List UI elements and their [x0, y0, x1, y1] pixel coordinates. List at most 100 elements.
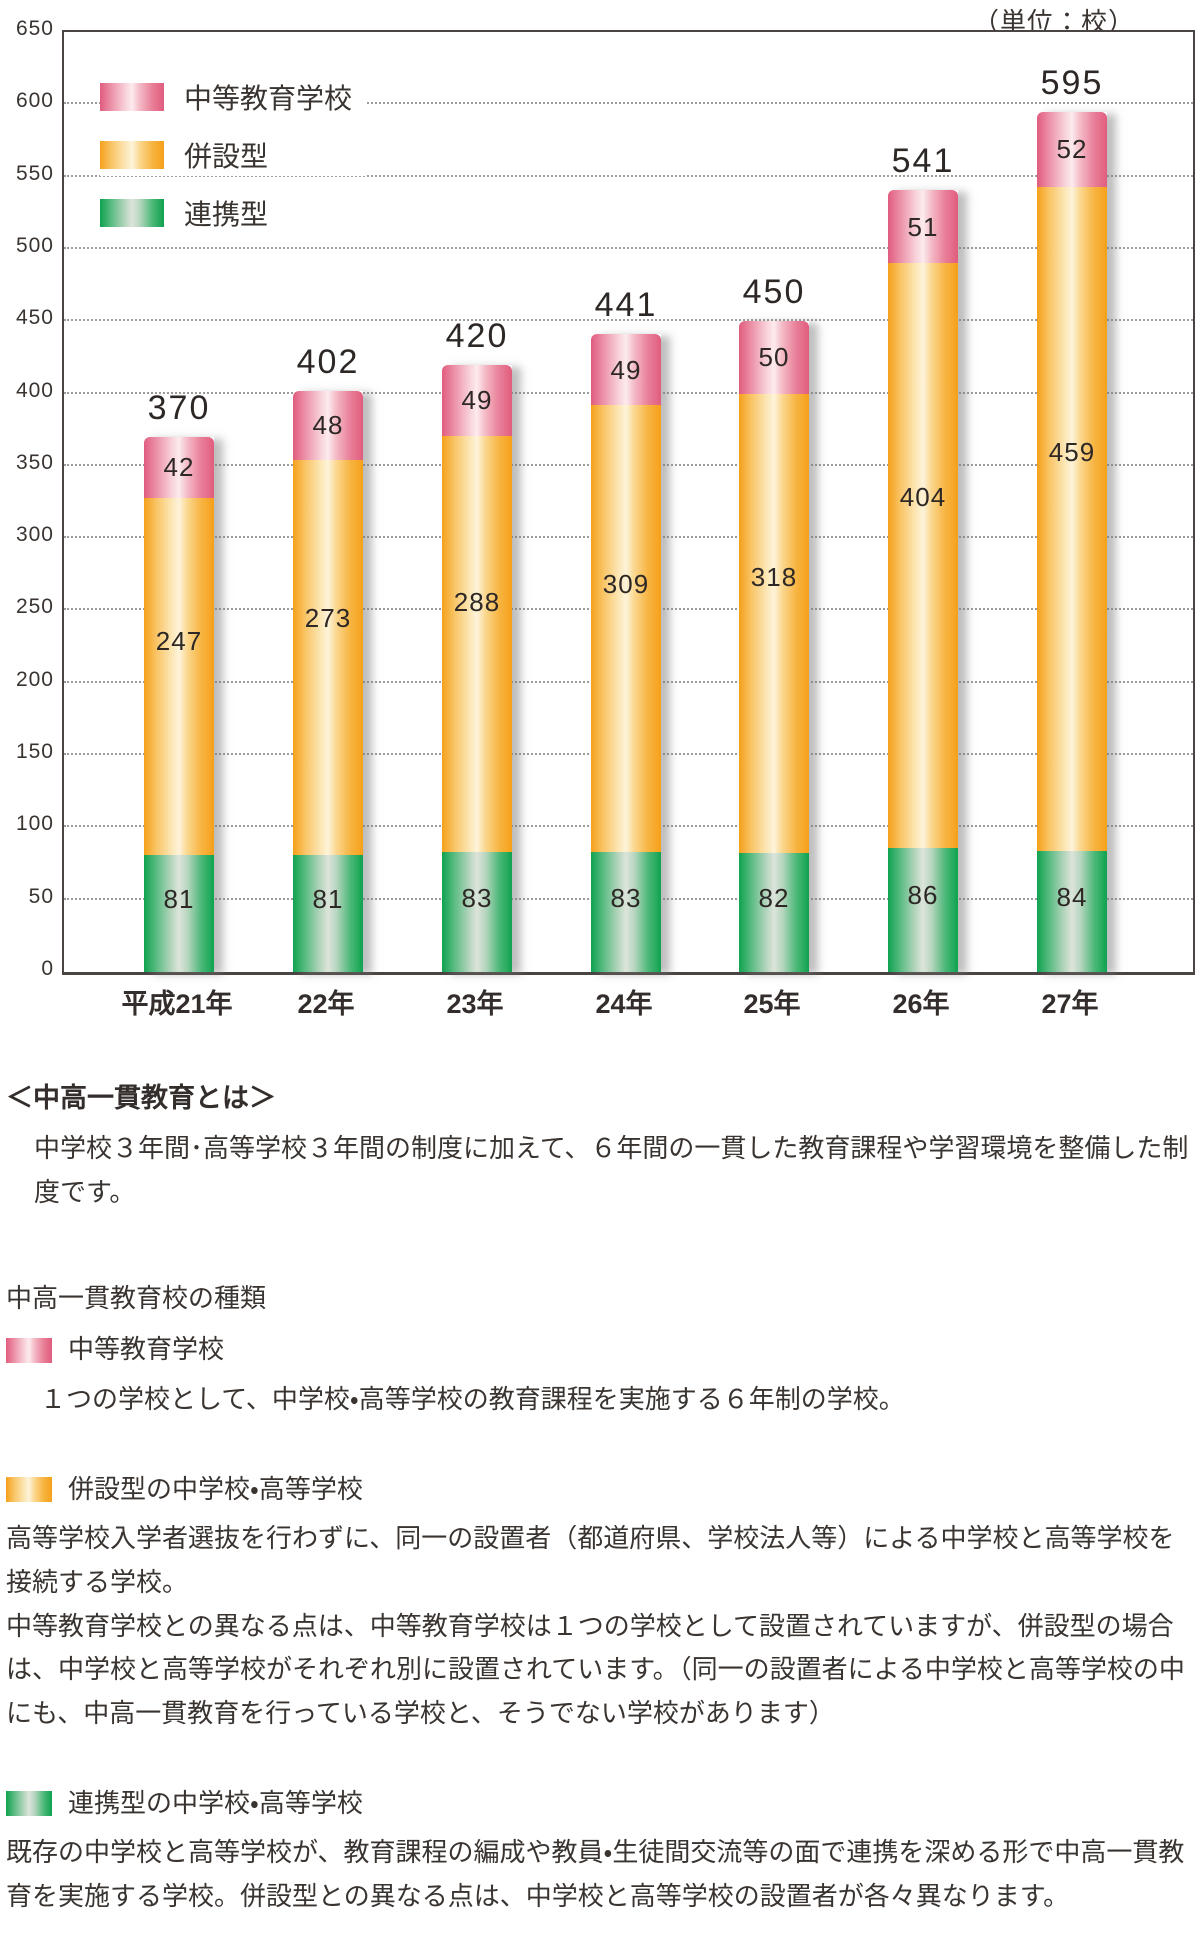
bar-22年: 81 273 48 402 [293, 343, 363, 972]
y-axis-tick-label: 350 [15, 450, 54, 474]
legend-item: 併設型 [100, 134, 367, 176]
x-axis-label: 26年 [892, 989, 950, 1019]
gridline [64, 319, 1193, 322]
y-axis-tick-label: 400 [15, 378, 54, 402]
segment-value-label: 42 [163, 452, 195, 483]
bar-27年: 84 459 52 595 [1037, 64, 1107, 972]
segment-value-label: 49 [461, 385, 493, 416]
y-axis-tick-label: 450 [15, 306, 54, 330]
segment-value-label: 50 [758, 342, 790, 373]
type-description: 高等学校入学者選抜を行わずに、同一の設置者（都道府県、学校法人等）による中学校と… [6, 1523, 1175, 1598]
segment-value-label: 52 [1056, 134, 1088, 165]
legend-label: 併設型 [184, 141, 269, 172]
legend-label: 連携型 [184, 199, 269, 230]
y-axis-tick-label: 200 [15, 667, 54, 691]
segment-併設型: 247 [144, 497, 214, 855]
segment-併設型: 459 [1037, 186, 1107, 851]
bar-total-label: 441 [594, 286, 658, 325]
segment-value-label: 51 [907, 211, 939, 242]
bar-25年: 82 318 50 450 [739, 273, 809, 972]
orange-swatch-icon [6, 1477, 52, 1503]
segment-value-label: 48 [312, 410, 344, 441]
legend-swatch-icon [100, 83, 164, 111]
type-description: 中等教育学校との異なる点は、中等教育学校は１つの学校として設置されていますが、併… [6, 1610, 1185, 1729]
segment-value-label: 82 [758, 883, 790, 914]
segment-連携型: 81 [144, 854, 214, 972]
type-label: 中等教育学校 [68, 1334, 225, 1365]
segment-value-label: 83 [610, 882, 642, 913]
segment-value-label: 318 [750, 562, 798, 593]
segment-併設型: 309 [591, 405, 661, 852]
segment-value-label: 247 [155, 625, 203, 656]
notes-intro: 中学校３年間･高等学校３年間の制度に加えて、６年間の一貫した教育課程や学習環境を… [34, 1133, 1189, 1208]
x-axis-label: 平成21年 [121, 989, 233, 1019]
bar-total-label: 595 [1040, 63, 1104, 102]
segment-連携型: 83 [591, 851, 661, 972]
type-block-secondary-school: 中等教育学校 １つの学校として、中学校・高等学校の教育課程を実施する６年制の学校… [6, 1328, 1193, 1421]
segment-value-label: 86 [907, 879, 939, 910]
x-axis-label: 27年 [1041, 989, 1099, 1019]
gridline [64, 246, 1193, 249]
bar-total-label: 420 [445, 316, 509, 355]
x-axis-label: 24年 [595, 989, 653, 1019]
types-title: 中高一貫教育校の種類 [6, 1282, 267, 1313]
segment-併設型: 273 [293, 460, 363, 855]
x-axis-label: 23年 [446, 989, 504, 1019]
gridline [64, 174, 1193, 177]
segment-中等教育学校: 51 [888, 189, 958, 264]
segment-中等教育学校: 49 [442, 364, 512, 436]
notes-heading: ＜中高一貫教育とは＞ [6, 1083, 276, 1113]
bar-total-label: 541 [891, 141, 955, 180]
bar-total-label: 370 [147, 388, 211, 427]
y-axis-tick-label: 0 [41, 957, 54, 980]
bar-total-label: 450 [742, 273, 806, 312]
legend: 中等教育学校 併設型連携型 [100, 76, 367, 234]
bar-total-label: 402 [296, 342, 360, 381]
plot-area: 中等教育学校 併設型連携型 81 247 42 370 81 273 48 402 83 288 49 4… [62, 30, 1195, 975]
type-description: 既存の中学校と高等学校が、教育課程の編成や教員・生徒間交流等の面で連携を深める形… [6, 1837, 1185, 1912]
pink-swatch-icon [6, 1337, 52, 1363]
legend-swatch-icon [100, 199, 164, 227]
stacked-bar-chart: （単位：校） 中等教育学校 併設型 連携型 81 247 42 370 81 273 48 402 8… [15, 7, 1195, 1019]
legend-label: 中等教育学校 [184, 83, 353, 114]
segment-中等教育学校: 48 [293, 390, 363, 461]
x-axis-label: 25年 [743, 989, 801, 1019]
type-block-heisetsu: 併設型の中学校・高等学校 高等学校入学者選抜を行わずに、同一の設置者（都道府県、… [6, 1468, 1193, 1736]
segment-連携型: 83 [442, 851, 512, 972]
segment-中等教育学校: 50 [739, 321, 809, 394]
legend-swatch-icon [100, 141, 164, 169]
notes-section: ＜中高一貫教育とは＞ 中学校３年間･高等学校３年間の制度に加えて、６年間の一貫し… [0, 1076, 1203, 1943]
green-swatch-icon [6, 1791, 52, 1817]
y-axis-tick-label: 650 [15, 17, 54, 40]
segment-value-label: 49 [610, 354, 642, 385]
type-block-renkei: 連携型の中学校・高等学校 既存の中学校と高等学校が、教育課程の編成や教員・生徒間… [6, 1782, 1193, 1919]
bar-24年: 83 309 49 441 [591, 286, 661, 972]
type-description: １つの学校として、中学校・高等学校の教育課程を実施する６年制の学校。 [40, 1384, 905, 1415]
bar-23年: 83 288 49 420 [442, 317, 512, 972]
legend-item: 中等教育学校 [100, 76, 367, 118]
segment-中等教育学校: 42 [144, 436, 214, 498]
segment-value-label: 84 [1056, 881, 1088, 912]
segment-value-label: 288 [453, 587, 501, 618]
segment-value-label: 81 [163, 884, 195, 915]
y-axis-tick-label: 300 [15, 523, 54, 547]
y-axis-tick-label: 600 [15, 89, 54, 113]
segment-連携型: 82 [739, 853, 809, 972]
y-axis-tick-label: 50 [28, 884, 54, 908]
segment-連携型: 86 [888, 847, 958, 972]
type-label: 併設型の中学校・高等学校 [68, 1473, 363, 1504]
segment-value-label: 309 [602, 568, 650, 599]
y-axis-tick-label: 250 [15, 595, 54, 619]
segment-中等教育学校: 49 [591, 334, 661, 406]
segment-value-label: 81 [312, 884, 344, 915]
legend-item: 連携型 [100, 192, 367, 234]
segment-併設型: 404 [888, 263, 958, 848]
segment-中等教育学校: 52 [1037, 111, 1107, 187]
segment-併設型: 288 [442, 435, 512, 852]
segment-併設型: 318 [739, 393, 809, 854]
segment-連携型: 84 [1037, 850, 1107, 972]
segment-value-label: 83 [461, 882, 493, 913]
segment-value-label: 459 [1048, 437, 1096, 468]
x-axis-label: 22年 [297, 989, 355, 1019]
y-axis-tick-label: 150 [15, 740, 54, 764]
